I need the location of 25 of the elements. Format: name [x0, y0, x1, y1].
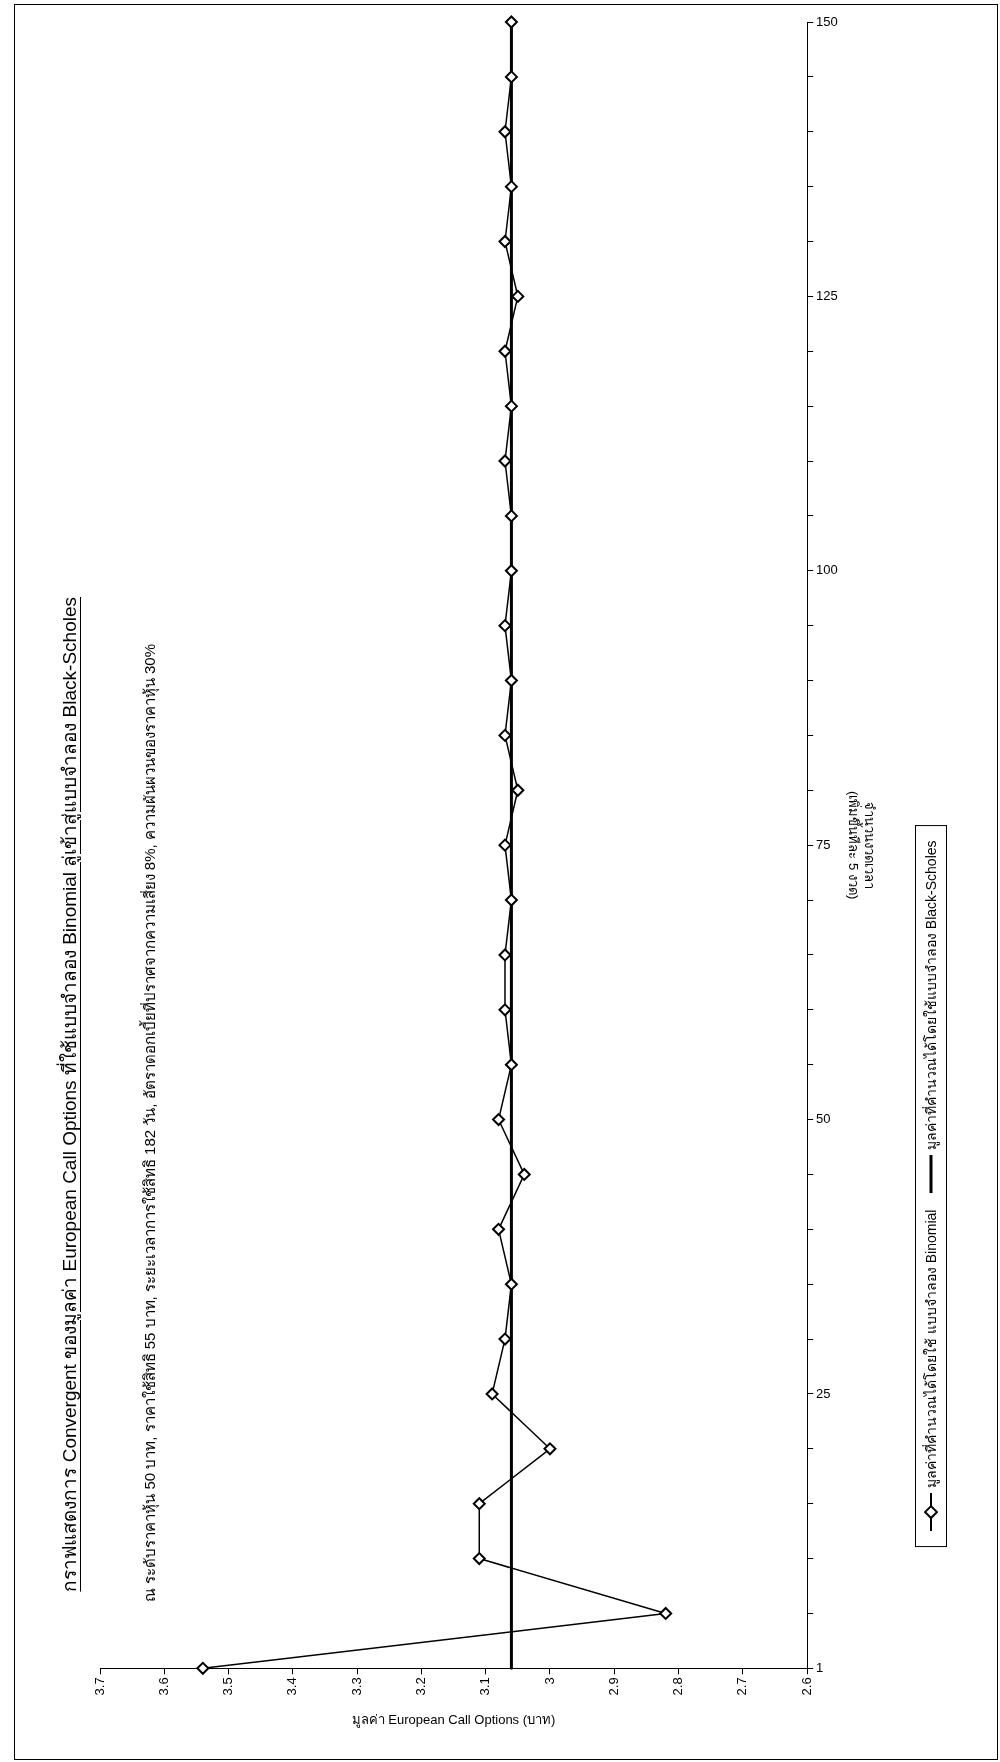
x-tick-label: 3.3	[348, 1677, 364, 1696]
y-tick-label: 125	[816, 287, 838, 303]
x-tick-label: 2.6	[798, 1677, 814, 1696]
x-tick-label: 3.1	[477, 1677, 493, 1696]
x-tick-label: 3.4	[284, 1677, 300, 1696]
y-tick-label: 25	[816, 1385, 831, 1401]
y-tick-label: 100	[816, 562, 838, 578]
x-tick-label: 3.2	[412, 1677, 428, 1696]
text: มูลค่าที่คำนวณได้โดยใช้ แบบจำลอง Binomial	[921, 1209, 941, 1488]
x-tick-label: 3.6	[155, 1677, 171, 1696]
x-tick-label: 2.9	[605, 1677, 621, 1696]
x-tick-label: 3.5	[220, 1677, 236, 1696]
x-axis-title: มูลค่า European Call Options (บาท)	[351, 1711, 556, 1728]
text: ณ ระดับราคาหุ้น 50 บาท, ราคาใช้สิทธิ 55 บาท, ระยะเวลาการใช้สิทธิ 182 วัน, อัตราดอกเบี้ยที่ปราศจากความเสี่ยง 8%, ความผันผวนของราคาหุ้น 30%	[139, 644, 160, 1602]
text: กราฟแสดงการ Convergent ของมูลค่า European Call Options ที่ใช้แบบจำลอง Binomial ลู่เข้าสู่แบบจำลอง Black-Scholes	[57, 597, 82, 1592]
x-tick-label: 3	[541, 1677, 557, 1685]
y-tick-label: 50	[816, 1111, 831, 1127]
y-tick-label: 1	[816, 1659, 824, 1675]
y-axis-title: จำนวนงวดเวลา (เพิ่มขึ้นทีละ 5 งวด)	[846, 791, 877, 900]
x-tick-label: 2.7	[734, 1677, 750, 1696]
x-tick-label: 3.7	[91, 1677, 107, 1696]
y-tick-label: 75	[816, 836, 831, 852]
x-tick-label: 2.8	[670, 1677, 686, 1696]
y-tick-label: 150	[816, 13, 838, 29]
text: มูลค่าที่คำนวณได้โดยใช้แบบจำลอง Black-Scholes	[921, 839, 941, 1150]
